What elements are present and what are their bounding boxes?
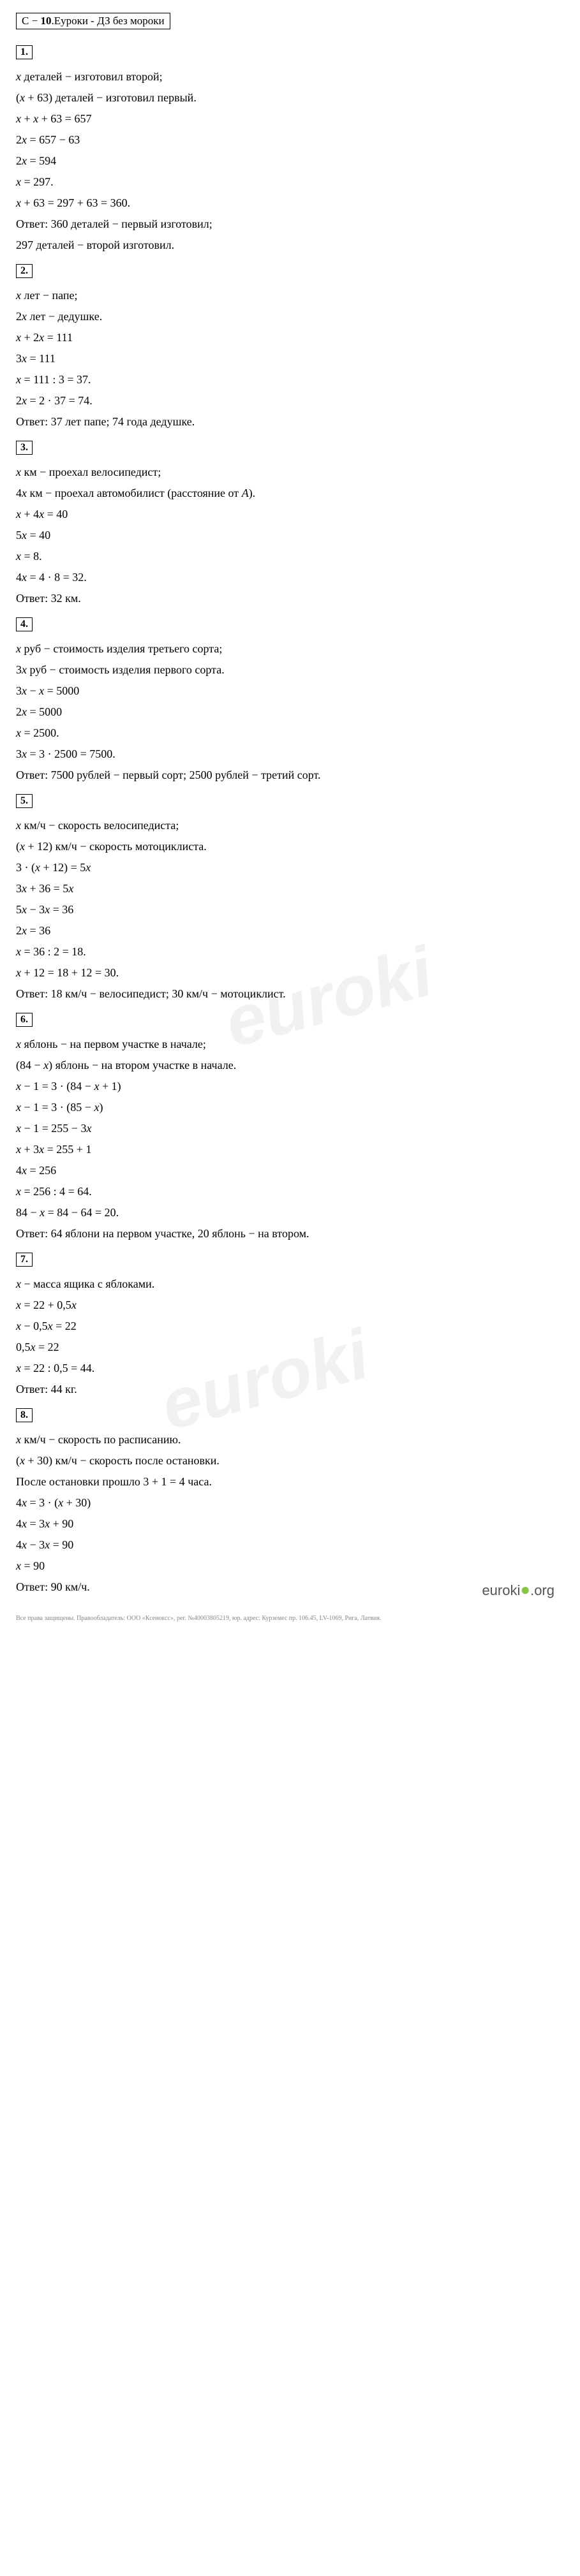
solution-line: 5x − 3x = 36 <box>16 901 564 918</box>
solution-line: x + 4x = 40 <box>16 506 564 523</box>
solution-line: Ответ: 360 деталей − первый изготовил; <box>16 216 564 233</box>
solution-line: 2x = 657 − 63 <box>16 131 564 149</box>
solution-line: x = 90 <box>16 1557 564 1575</box>
solution-line: x = 256 : 4 = 64. <box>16 1183 564 1200</box>
solution-line: 3x = 111 <box>16 350 564 367</box>
header-suffix: .Еуроки - ДЗ без мороки <box>51 15 164 27</box>
solution-line: 3x − x = 5000 <box>16 682 564 700</box>
solution-line: x = 297. <box>16 173 564 191</box>
task-number: 2. <box>16 264 33 278</box>
solution-line: 2x = 594 <box>16 152 564 170</box>
solution-line: x = 2500. <box>16 725 564 742</box>
solution-line: 3x = 3 · 2500 = 7500. <box>16 746 564 763</box>
solution-line: 4x = 4 · 8 = 32. <box>16 569 564 586</box>
logo-suffix: .org <box>530 1582 554 1598</box>
solution-line: После остановки прошло 3 + 1 = 4 часа. <box>16 1473 564 1490</box>
solution-line: (x + 63) деталей − изготовил первый. <box>16 89 564 107</box>
page-header: С − 10.Еуроки - ДЗ без мороки <box>16 13 170 29</box>
solution-line: 4x км − проехал автомобилист (расстояние… <box>16 485 564 502</box>
header-prefix: С − <box>22 15 40 27</box>
solution-line: (84 − x) яблонь − на втором участке в на… <box>16 1057 564 1074</box>
solution-line: 5x = 40 <box>16 527 564 544</box>
task-number: 5. <box>16 794 33 808</box>
solution-line: x = 8. <box>16 548 564 565</box>
solution-line: x − 1 = 3 · (85 − x) <box>16 1099 564 1116</box>
solution-line: Ответ: 32 км. <box>16 590 564 607</box>
solution-line: (x + 12) км/ч − скорость мотоциклиста. <box>16 838 564 855</box>
solution-line: 0,5x = 22 <box>16 1339 564 1356</box>
solution-line: x км/ч − скорость по расписанию. <box>16 1431 564 1448</box>
task-number: 8. <box>16 1408 33 1422</box>
solution-line: x − 1 = 255 − 3x <box>16 1120 564 1137</box>
solution-line: x − 0,5x = 22 <box>16 1318 564 1335</box>
solution-line: Ответ: 18 км/ч − велосипедист; 30 км/ч −… <box>16 985 564 1003</box>
solution-line: x = 36 : 2 = 18. <box>16 943 564 960</box>
solution-line: (x + 30) км/ч − скорость после остановки… <box>16 1452 564 1469</box>
solution-line: x = 22 + 0,5x <box>16 1297 564 1314</box>
solution-line: 3x + 36 = 5x <box>16 880 564 897</box>
solution-line: x + 63 = 297 + 63 = 360. <box>16 195 564 212</box>
footer-copyright: Все права защищены. Правообладатель: ООО… <box>16 1615 564 1622</box>
solution-line: x + 2x = 111 <box>16 329 564 346</box>
solution-line: 2x лет − дедушке. <box>16 308 564 325</box>
solution-line: Ответ: 7500 рублей − первый сорт; 2500 р… <box>16 767 564 784</box>
task-number: 1. <box>16 45 33 59</box>
solution-line: x яблонь − на первом участке в начале; <box>16 1036 564 1053</box>
solution-line: x = 111 : 3 = 37. <box>16 371 564 388</box>
solution-line: 3x руб − стоимость изделия первого сорта… <box>16 661 564 679</box>
solution-line: 297 деталей − второй изготовил. <box>16 237 564 254</box>
tasks-container: 1. x деталей − изготовил второй; (x + 63) … <box>16 39 564 1596</box>
task-number: 7. <box>16 1253 33 1267</box>
solution-line: 4x = 256 <box>16 1162 564 1179</box>
solution-line: x − масса ящика с яблоками. <box>16 1276 564 1293</box>
logo-dot-icon: ● <box>520 1580 530 1599</box>
solution-line: 2x = 5000 <box>16 703 564 721</box>
header-num: 10 <box>40 15 51 27</box>
solution-line: x км/ч − скорость велосипедиста; <box>16 817 564 834</box>
task-number: 3. <box>16 441 33 455</box>
logo-text: euroki <box>482 1582 520 1598</box>
solution-line: 4x = 3x + 90 <box>16 1515 564 1533</box>
solution-line: x деталей − изготовил второй; <box>16 68 564 85</box>
solution-line: x км − проехал велосипедист; <box>16 464 564 481</box>
solution-line: x = 22 : 0,5 = 44. <box>16 1360 564 1377</box>
solution-line: Ответ: 37 лет папе; 74 года дедушке. <box>16 413 564 431</box>
solution-line: 4x − 3x = 90 <box>16 1536 564 1554</box>
solution-line: 2x = 36 <box>16 922 564 939</box>
site-logo: euroki●.org <box>482 1580 554 1600</box>
solution-line: x руб − стоимость изделия третьего сорта… <box>16 640 564 658</box>
solution-line: Ответ: 64 яблони на первом участке, 20 я… <box>16 1225 564 1242</box>
task-number: 4. <box>16 617 33 631</box>
solution-line: x лет − папе; <box>16 287 564 304</box>
solution-line: x + 3x = 255 + 1 <box>16 1141 564 1158</box>
solution-line: 3 · (x + 12) = 5x <box>16 859 564 876</box>
solution-line: Ответ: 44 кг. <box>16 1381 564 1398</box>
solution-line: x + 12 = 18 + 12 = 30. <box>16 964 564 982</box>
solution-line: 4x = 3 · (x + 30) <box>16 1494 564 1512</box>
solution-line: x + x + 63 = 657 <box>16 110 564 128</box>
solution-line: 84 − x = 84 − 64 = 20. <box>16 1204 564 1221</box>
solution-line: x − 1 = 3 · (84 − x + 1) <box>16 1078 564 1095</box>
task-number: 6. <box>16 1013 33 1027</box>
solution-line: 2x = 2 · 37 = 74. <box>16 392 564 409</box>
